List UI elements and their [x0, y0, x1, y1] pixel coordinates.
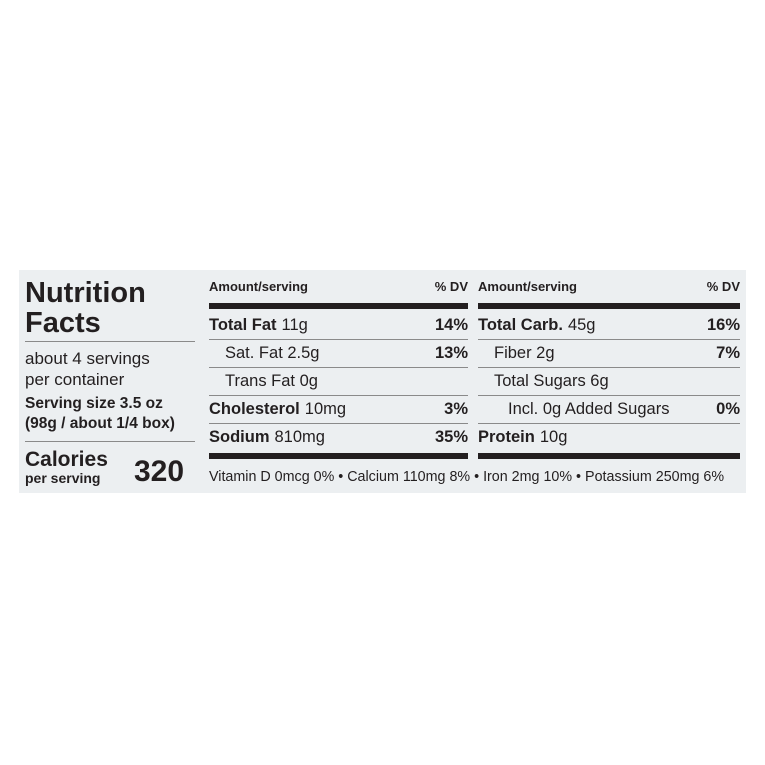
nutrient-name: Total Sugars 6g	[494, 372, 609, 390]
nutrient-row: Total Fat 11g 14%	[209, 312, 468, 340]
column-header: Amount/serving % DV	[478, 279, 740, 294]
nutrient-row: Protein 10g	[478, 424, 740, 451]
nutrient-amount: 10mg	[304, 400, 347, 418]
nutrient-dv: 16%	[706, 316, 740, 334]
nutrient-amount: 10g	[539, 428, 568, 446]
nutrient-name: Trans Fat 0g	[225, 372, 318, 390]
nutrient-dv: 35%	[434, 428, 468, 446]
nutrient-name: Cholesterol	[209, 400, 300, 418]
nutrient-dv: 13%	[434, 344, 468, 362]
header-amount: Amount/serving	[209, 279, 308, 294]
nutrient-name: Total Carb.	[478, 316, 563, 334]
nutrient-amount: 11g	[281, 316, 308, 334]
nutrient-dv: 14%	[434, 316, 468, 334]
calories-value: 320	[134, 455, 185, 488]
header-dv: % DV	[706, 279, 740, 294]
thick-bar	[478, 453, 740, 459]
calories-sublabel: per serving	[25, 470, 101, 486]
nutrient-row: Sodium 810mg 35%	[209, 424, 468, 451]
nutrient-column: Amount/serving % DV Total Fat 11g 14% Sat. …	[209, 270, 468, 493]
nutrient-row: Trans Fat 0g	[209, 368, 468, 396]
nutrient-name: Incl. 0g Added Sugars	[508, 400, 670, 418]
nutrient-name: Protein	[478, 428, 535, 446]
vitamins-footer: Vitamin D 0mcg 0% • Calcium 110mg 8% • I…	[209, 469, 725, 485]
nutrient-row: Sat. Fat 2.5g 13%	[209, 340, 468, 368]
nutrient-name: Sat. Fat 2.5g	[225, 344, 320, 362]
thick-bar	[478, 303, 740, 309]
header-dv: % DV	[434, 279, 468, 294]
servings-line: about 4 servings	[25, 349, 150, 368]
calories-label: Calories	[25, 448, 108, 471]
title-line: Nutrition	[25, 277, 146, 309]
nutrient-dv: 3%	[444, 400, 468, 418]
nutrient-row: Fiber 2g 7%	[478, 340, 740, 368]
divider	[25, 341, 195, 342]
nutrient-name: Total Fat	[209, 316, 277, 334]
nutrient-dv: 0%	[716, 400, 740, 418]
nutrient-row: Incl. 0g Added Sugars 0%	[478, 396, 740, 424]
nutrient-name: Fiber 2g	[494, 344, 555, 362]
thick-bar	[209, 453, 468, 459]
nutrition-label: Nutrition Facts about 4 servings per con…	[19, 270, 746, 493]
serving-size: (98g / about 1/4 box)	[25, 415, 175, 432]
servings-line: per container	[25, 370, 125, 389]
nutrient-row: Total Carb. 45g 16%	[478, 312, 740, 340]
nutrient-row: Total Sugars 6g	[478, 368, 740, 396]
nutrient-dv: 7%	[716, 344, 740, 362]
nutrient-amount: 810mg	[274, 428, 325, 446]
nutrient-name: Sodium	[209, 428, 270, 446]
divider	[25, 441, 195, 442]
title-line: Facts	[25, 307, 101, 339]
serving-size: Serving size 3.5 oz	[25, 395, 163, 412]
column-header: Amount/serving % DV	[209, 279, 468, 294]
nutrient-amount: 45g	[567, 316, 596, 334]
thick-bar	[209, 303, 468, 309]
nutrient-row: Cholesterol 10mg 3%	[209, 396, 468, 424]
header-amount: Amount/serving	[478, 279, 577, 294]
nutrient-column: Amount/serving % DV Total Carb. 45g 16% Fib…	[478, 270, 740, 493]
